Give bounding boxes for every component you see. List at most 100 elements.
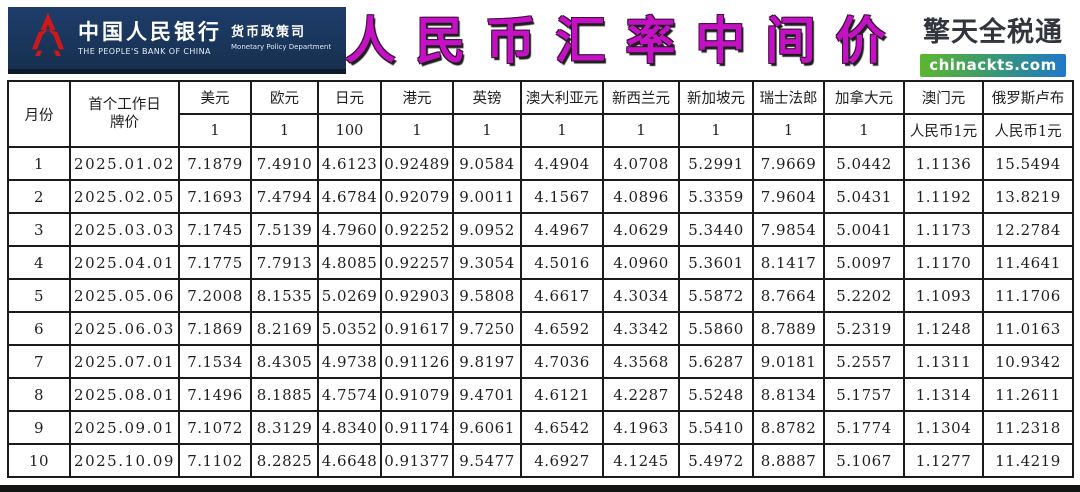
rate-cell-aud: 4.4967	[520, 212, 604, 247]
table-row-month-2: 2 2025.02.05 7.1693 7.4794 4.6784 0.92079 9.00…	[7, 179, 1074, 214]
rate-cell-mop: 1.1173	[903, 212, 984, 247]
col-header-first-workday-price: 首个工作日 牌价	[69, 80, 180, 148]
date-cell: 2025.05.06	[69, 278, 180, 313]
date-cell: 2025.03.03	[69, 212, 180, 247]
rate-cell-aud: 4.7036	[520, 344, 604, 379]
month-cell: 3	[7, 212, 71, 247]
rate-cell-jpy: 4.6123	[317, 146, 382, 181]
table-row-month-7: 7 2025.07.01 7.1534 8.4305 4.9738 0.91126 9.81…	[7, 344, 1074, 379]
rate-cell-nzd: 4.3342	[602, 311, 680, 346]
rate-cell-nzd: 4.0708	[602, 146, 680, 181]
rate-cell-mop: 1.1170	[903, 245, 984, 280]
rate-cell-nzd: 4.3034	[602, 278, 680, 313]
first-workday-line1: 首个工作日	[88, 96, 161, 113]
col-header-eur: 欧元	[250, 80, 319, 115]
rate-cell-eur: 7.4910	[250, 146, 319, 181]
rate-cell-jpy: 4.6784	[317, 179, 382, 214]
rate-cell-sgd: 5.3359	[678, 179, 754, 214]
rate-cell-eur: 7.7913	[250, 245, 319, 280]
rate-cell-chf: 8.8887	[752, 443, 825, 478]
unit-rub: 人民币1元	[982, 113, 1074, 148]
rate-cell-mop: 1.1093	[903, 278, 984, 313]
rate-cell-sgd: 5.3601	[678, 245, 754, 280]
month-cell: 6	[7, 311, 71, 346]
rate-cell-nzd: 4.0896	[602, 179, 680, 214]
rate-cell-jpy: 4.7960	[317, 212, 382, 247]
col-header-aud: 澳大利亚元	[520, 80, 604, 115]
col-header-nzd: 新西兰元	[602, 80, 680, 115]
date-cell: 2025.04.01	[69, 245, 180, 280]
rate-cell-hkd: 0.92079	[380, 179, 454, 214]
rate-cell-mop: 1.1304	[903, 410, 984, 445]
rate-cell-cad: 5.2202	[823, 278, 905, 313]
rate-cell-sgd: 5.5860	[678, 311, 754, 346]
unit-hkd: 1	[380, 113, 454, 148]
rate-cell-usd: 7.1775	[178, 245, 252, 280]
rate-cell-chf: 7.9854	[752, 212, 825, 247]
month-cell: 4	[7, 245, 71, 280]
rate-cell-gbp: 9.5477	[452, 443, 522, 478]
col-header-rub: 俄罗斯卢布	[982, 80, 1074, 115]
rate-cell-gbp: 9.4701	[452, 377, 522, 412]
month-cell: 1	[7, 146, 71, 181]
unit-cad: 1	[823, 113, 905, 148]
rate-cell-jpy: 5.0269	[317, 278, 382, 313]
rate-cell-nzd: 4.3568	[602, 344, 680, 379]
rate-cell-cad: 5.2319	[823, 311, 905, 346]
rate-cell-nzd: 4.1963	[602, 410, 680, 445]
bank-name-en: THE PEOPLE'S BANK OF CHINA	[78, 46, 211, 56]
rate-cell-sgd: 5.2991	[678, 146, 754, 181]
rate-cell-chf: 9.0181	[752, 344, 825, 379]
unit-gbp: 1	[452, 113, 522, 148]
rate-cell-rub: 11.0163	[982, 311, 1074, 346]
rate-cell-aud: 4.6592	[520, 311, 604, 346]
col-header-usd: 美元	[178, 80, 252, 115]
rate-cell-chf: 8.1417	[752, 245, 825, 280]
col-header-sgd: 新加坡元	[678, 80, 754, 115]
rate-cell-rub: 11.1706	[982, 278, 1074, 313]
rate-cell-rub: 11.4219	[982, 443, 1074, 478]
rate-cell-nzd: 4.0960	[602, 245, 680, 280]
date-cell: 2025.09.01	[69, 410, 180, 445]
rate-cell-rub: 10.9342	[982, 344, 1074, 379]
month-cell: 10	[7, 443, 71, 478]
table-row-month-6: 6 2025.06.03 7.1869 8.2169 5.0352 0.91617 9.72…	[7, 311, 1074, 346]
table-row-month-8: 8 2025.08.01 7.1496 8.1885 4.7574 0.91079 9.47…	[7, 377, 1074, 412]
rate-cell-hkd: 0.92489	[380, 146, 454, 181]
dept-name-cn: 货币政策司	[231, 25, 307, 41]
rate-cell-eur: 8.2169	[250, 311, 319, 346]
rate-cell-mop: 1.1311	[903, 344, 984, 379]
unit-nzd: 1	[602, 113, 680, 148]
rate-cell-jpy: 4.7574	[317, 377, 382, 412]
unit-sgd: 1	[678, 113, 754, 148]
month-cell: 7	[7, 344, 71, 379]
rate-cell-jpy: 4.6648	[317, 443, 382, 478]
date-cell: 2025.01.02	[69, 146, 180, 181]
rate-cell-cad: 5.1067	[823, 443, 905, 478]
header-row-currencies: 月份 首个工作日 牌价 美元 欧元 日元 港元 英镑 澳大利亚元 新西兰元 新加坡元 瑞士法郎加…	[7, 80, 1074, 148]
rate-cell-rub: 11.2318	[982, 410, 1074, 445]
rate-cell-chf: 8.7664	[752, 278, 825, 313]
rate-cell-cad: 5.1757	[823, 377, 905, 412]
rate-cell-gbp: 9.0952	[452, 212, 522, 247]
bottom-black-strip	[0, 485, 1080, 492]
rate-cell-sgd: 5.5248	[678, 377, 754, 412]
rate-cell-hkd: 0.91126	[380, 344, 454, 379]
rate-cell-hkd: 0.91174	[380, 410, 454, 445]
rate-cell-jpy: 4.8340	[317, 410, 382, 445]
unit-aud: 1	[520, 113, 604, 148]
rate-cell-gbp: 9.0011	[452, 179, 522, 214]
rate-cell-gbp: 9.7250	[452, 311, 522, 346]
rate-cell-eur: 8.1885	[250, 377, 319, 412]
header-row-units: 1 1 100 1 1 1 1 1 1 1 人民币1元 人民币1元	[8, 113, 1074, 148]
col-header-mop: 澳门元	[903, 80, 984, 115]
rate-cell-chf: 8.8782	[752, 410, 825, 445]
rate-cell-sgd: 5.6287	[678, 344, 754, 379]
rate-cell-chf: 8.7889	[752, 311, 825, 346]
rate-cell-mop: 1.1248	[903, 311, 984, 346]
rate-cell-aud: 4.6617	[520, 278, 604, 313]
col-header-cad: 加拿大元	[823, 80, 905, 115]
date-cell: 2025.02.05	[69, 179, 180, 214]
rate-cell-eur: 8.2825	[250, 443, 319, 478]
rate-cell-usd: 7.1102	[178, 443, 252, 478]
